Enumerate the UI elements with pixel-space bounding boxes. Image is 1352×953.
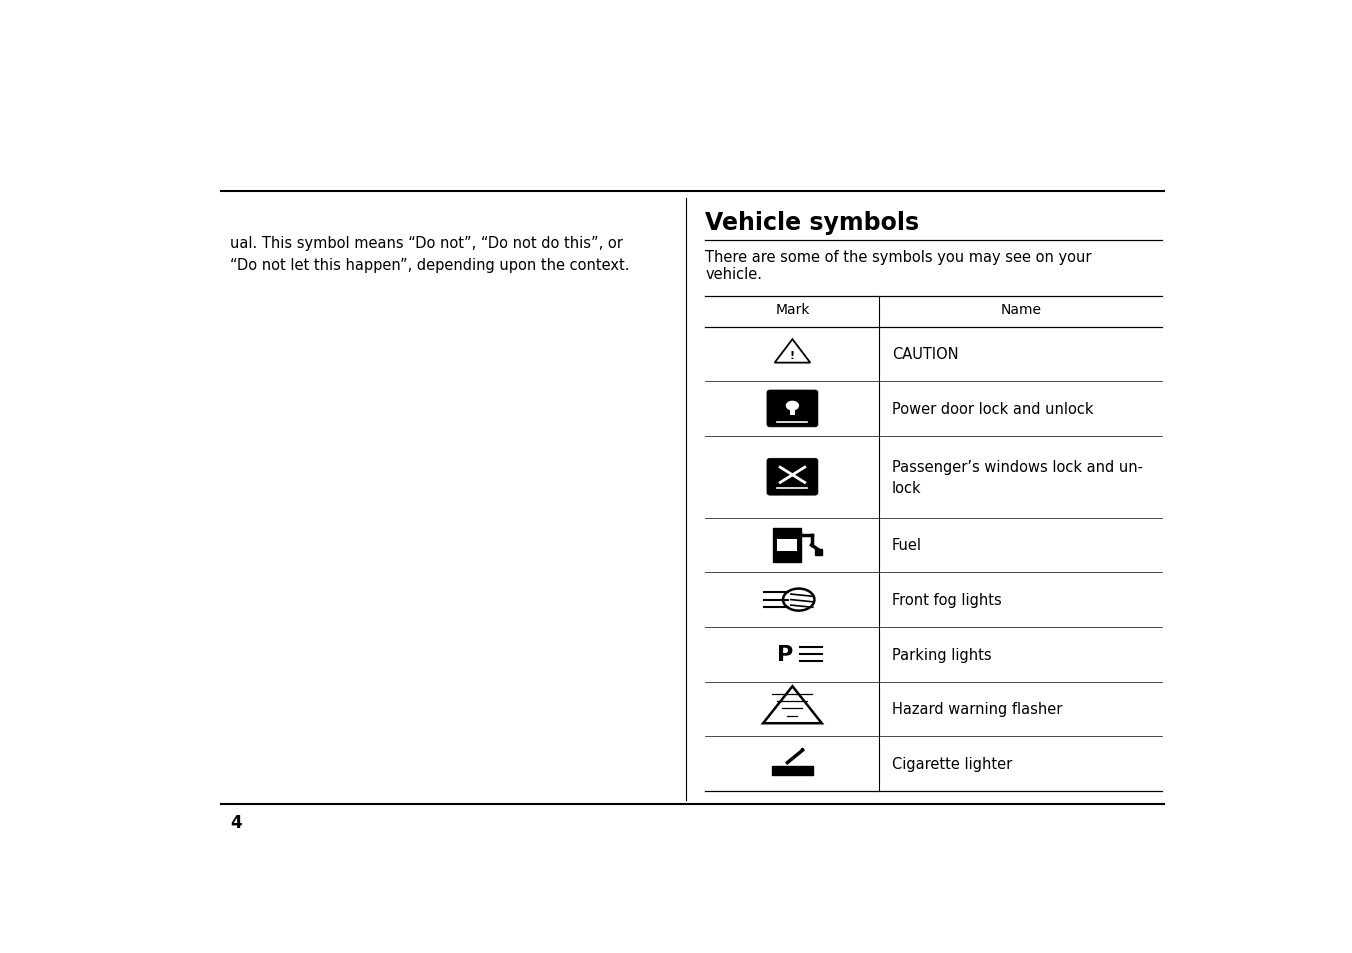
Text: Cigarette lighter: Cigarette lighter [892, 756, 1013, 771]
Text: Mark: Mark [775, 302, 810, 316]
Circle shape [787, 402, 799, 411]
Text: “Do not let this happen”, depending upon the context.: “Do not let this happen”, depending upon… [230, 257, 629, 273]
Text: Hazard warning flasher: Hazard warning flasher [892, 701, 1063, 717]
Bar [815, 549, 822, 555]
Text: P: P [777, 644, 794, 664]
Text: Fuel: Fuel [892, 537, 922, 553]
Text: Power door lock and unlock: Power door lock and unlock [892, 401, 1094, 416]
Bar [777, 539, 796, 551]
Text: Front fog lights: Front fog lights [892, 593, 1002, 607]
Text: Passenger’s windows lock and un-
lock: Passenger’s windows lock and un- lock [892, 459, 1142, 496]
Bar [773, 528, 800, 562]
FancyBboxPatch shape [767, 458, 818, 496]
Text: CAUTION: CAUTION [892, 347, 959, 362]
Text: Vehicle symbols: Vehicle symbols [706, 212, 919, 235]
Bar [791, 409, 795, 416]
FancyBboxPatch shape [767, 391, 818, 428]
Text: !: ! [790, 350, 795, 360]
Text: vehicle.: vehicle. [706, 266, 763, 281]
Text: Name: Name [1000, 302, 1041, 316]
Text: 4: 4 [230, 813, 242, 831]
Text: Parking lights: Parking lights [892, 647, 991, 662]
Text: There are some of the symbols you may see on your: There are some of the symbols you may se… [706, 250, 1092, 264]
Bar [772, 766, 813, 775]
Text: ual. This symbol means “Do not”, “Do not do this”, or: ual. This symbol means “Do not”, “Do not… [230, 235, 623, 251]
